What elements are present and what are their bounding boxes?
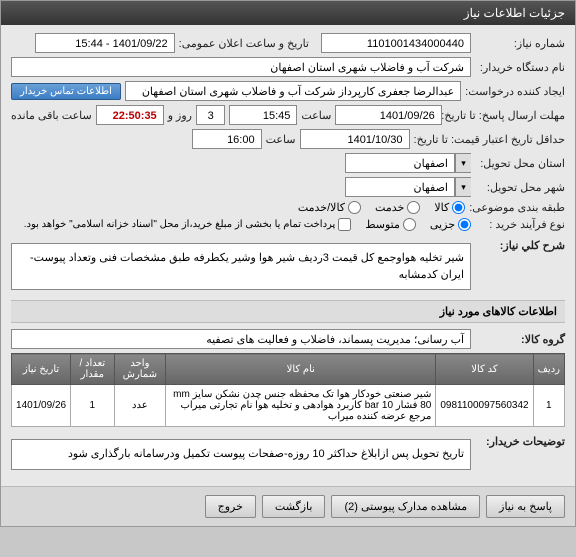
process-label: نوع فرآیند خرید :: [475, 218, 565, 231]
days-remain-field: 3: [196, 105, 225, 125]
time-label-1: ساعت: [301, 109, 331, 122]
radio-both-label: کالا/خدمت: [298, 201, 345, 214]
radio-both[interactable]: [348, 201, 361, 214]
delivery-town-combo[interactable]: ▾ اصفهان: [345, 177, 471, 197]
panel-title: جزئیات اطلاعات نیاز: [1, 1, 575, 25]
cell-code: 0981100097560342: [436, 385, 533, 427]
goods-section-title: اطلاعات کالاهای مورد نیاز: [11, 300, 565, 323]
buyer-org-field: شرکت آب و فاضلاب شهری استان اصفهان: [11, 57, 471, 77]
credit-date-field: 1401/10/30: [300, 129, 410, 149]
radio-goods-label: کالا: [434, 201, 449, 214]
announce-field: 1401/09/22 - 15:44: [35, 33, 175, 53]
category-opt-both[interactable]: کالا/خدمت: [298, 201, 361, 214]
category-label: طبقه بندی موضوعی:: [469, 201, 565, 214]
chevron-down-icon: ▾: [455, 177, 471, 197]
cell-name: شیر صنعتی خودکار هوا تک محفظه جنس چدن نش…: [166, 385, 436, 427]
delivery-city-label: استان محل تحویل:: [475, 157, 565, 170]
close-button[interactable]: خروج: [205, 495, 256, 518]
contact-info-button[interactable]: اطلاعات تماس خریدار: [11, 83, 121, 100]
back-button[interactable]: بازگشت: [262, 495, 326, 518]
credit-label: حداقل تاریخ اعتبار قیمت: تا تاریخ:: [414, 133, 565, 146]
delivery-town-label: شهر محل تحویل:: [475, 181, 565, 194]
treasury-note: پرداخت تمام یا بخشی از مبلغ خرید،از محل …: [24, 219, 336, 230]
radio-service-label: خدمت: [375, 201, 404, 214]
attachments-button[interactable]: مشاهده مدارک پیوستی (2): [331, 495, 480, 518]
radio-minor-label: جزیی: [430, 218, 455, 231]
process-radio-group: جزیی متوسط: [365, 218, 471, 231]
deadline-label: مهلت ارسال پاسخ: تا تاریخ:: [446, 109, 565, 122]
radio-minor[interactable]: [458, 218, 471, 231]
deadline-date-field: 1401/09/26: [335, 105, 442, 125]
cell-qty: 1: [71, 385, 114, 427]
buyer-notes-box: تاریخ تحویل پس ازابلاغ حداکثر 10 روزه-صف…: [11, 439, 471, 470]
button-bar: پاسخ به نیاز مشاهده مدارک پیوستی (2) باز…: [1, 486, 575, 526]
need-no-label: شماره نیاز:: [475, 37, 565, 50]
col-name: نام کالا: [166, 354, 436, 385]
category-opt-service[interactable]: خدمت: [375, 201, 420, 214]
delivery-town-field: اصفهان: [345, 177, 455, 197]
chevron-down-icon: ▾: [455, 153, 471, 173]
cell-date: 1401/09/26: [12, 385, 71, 427]
need-no-field: 1101001434000440: [321, 33, 471, 53]
cell-row: 1: [533, 385, 564, 427]
category-radio-group: کالا خدمت کالا/خدمت: [298, 201, 465, 214]
group-field: آب رسانی؛ مدیریت پسماند، فاضلاب و فعالیت…: [11, 329, 471, 349]
main-desc-box: شیر تخلیه هواوجمع کل قیمت 3ردیف شیر هوا …: [11, 243, 471, 290]
buyer-org-label: نام دستگاه خریدار:: [475, 61, 565, 74]
group-label: گروه کالا:: [475, 333, 565, 346]
col-date: تاریخ نیاز: [12, 354, 71, 385]
table-row[interactable]: 1 0981100097560342 شیر صنعتی خودکار هوا …: [12, 385, 565, 427]
process-opt-medium[interactable]: متوسط: [365, 218, 416, 231]
countdown-timer: 22:50:35: [96, 105, 164, 125]
col-row: ردیف: [533, 354, 564, 385]
credit-time-field: 16:00: [192, 129, 262, 149]
col-unit: واحد شمارش: [114, 354, 166, 385]
goods-table: ردیف کد کالا نام کالا واحد شمارش تعداد /…: [11, 353, 565, 427]
category-opt-goods[interactable]: کالا: [434, 201, 465, 214]
cell-unit: عدد: [114, 385, 166, 427]
treasury-checkbox[interactable]: [338, 218, 351, 231]
radio-goods[interactable]: [452, 201, 465, 214]
deadline-time-field: 15:45: [229, 105, 297, 125]
time-label-2: ساعت: [266, 133, 296, 146]
col-code: کد کالا: [436, 354, 533, 385]
col-qty: تعداد / مقدار: [71, 354, 114, 385]
treasury-checkbox-wrap[interactable]: پرداخت تمام یا بخشی از مبلغ خرید،از محل …: [24, 218, 352, 231]
requester-label: ایجاد کننده درخواست:: [465, 85, 565, 98]
remain-label: ساعت باقی مانده: [11, 109, 92, 122]
main-desc-label: شرح کلي نياز:: [475, 239, 565, 252]
reply-button[interactable]: پاسخ به نیاز: [486, 495, 565, 518]
radio-service[interactable]: [407, 201, 420, 214]
detail-panel: جزئیات اطلاعات نیاز شماره نیاز: 11010014…: [0, 0, 576, 527]
delivery-city-field: اصفهان: [345, 153, 455, 173]
radio-medium-label: متوسط: [365, 218, 400, 231]
radio-medium[interactable]: [403, 218, 416, 231]
requester-field: عبدالرضا جعفری کارپرداز شرکت آب و فاضلاب…: [125, 81, 461, 101]
delivery-city-combo[interactable]: ▾ اصفهان: [345, 153, 471, 173]
announce-label: تاریخ و ساعت اعلان عمومی:: [179, 37, 309, 50]
buyer-notes-label: توضیحات خریدار:: [475, 435, 565, 448]
form-body: شماره نیاز: 1101001434000440 تاریخ و ساع…: [1, 25, 575, 486]
day-label: روز و: [168, 109, 192, 122]
process-opt-minor[interactable]: جزیی: [430, 218, 471, 231]
